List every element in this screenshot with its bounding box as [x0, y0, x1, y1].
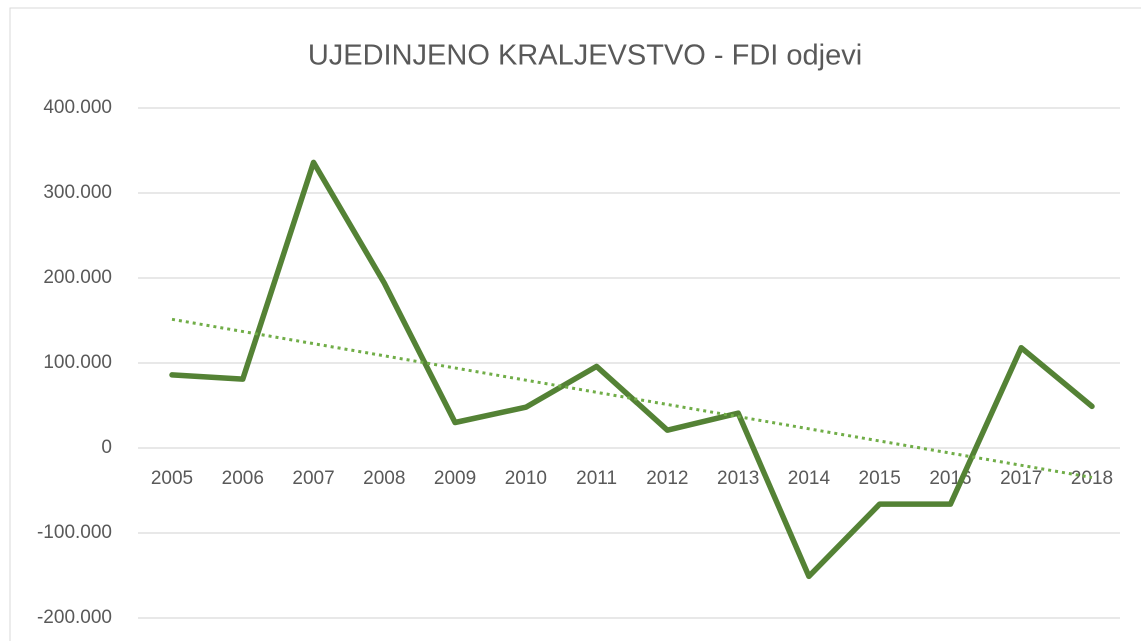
x-tick-label: 2015: [859, 468, 901, 489]
y-tick-label: -100.000: [37, 522, 112, 543]
data-line: [169, 159, 1095, 580]
x-tick-label: 2008: [363, 468, 405, 489]
x-tick-label: 2014: [788, 468, 831, 489]
x-tick-label: 2006: [222, 468, 264, 489]
x-tick-label: 2013: [717, 468, 759, 489]
x-tick-label: 2007: [292, 468, 334, 489]
x-tick-label: 2005: [151, 468, 193, 489]
x-tick-label: 2012: [646, 468, 688, 489]
x-tick-label: 2017: [1000, 468, 1042, 489]
chart-border: [9, 7, 1141, 641]
chart-title: UJEDINJENO KRALJEVSTVO - FDI odjevi: [308, 40, 862, 72]
y-tick-label: 0: [101, 437, 112, 458]
x-tick-label: 2018: [1071, 468, 1113, 489]
y-tick-label: 300.000: [43, 182, 112, 203]
x-tick-label: 2009: [434, 468, 476, 489]
y-tick-label: 100.000: [43, 352, 112, 373]
trendline: [171, 317, 1093, 479]
x-tick-label: 2010: [505, 468, 547, 489]
y-tick-label: -200.000: [37, 607, 112, 628]
y-tick-label: 200.000: [43, 267, 112, 288]
x-tick-label: 2011: [576, 468, 617, 489]
y-tick-label: 400.000: [43, 97, 112, 118]
